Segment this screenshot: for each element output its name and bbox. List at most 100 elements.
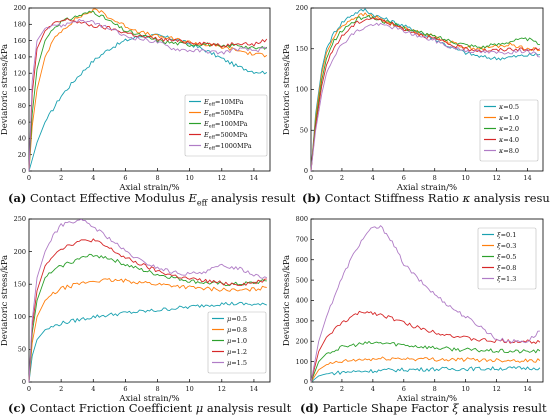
x-tick-label-d-3: 6: [402, 385, 406, 393]
legend-label-b-0: κ=0.5: [498, 103, 519, 111]
x-tick-label-a-6: 12: [218, 174, 226, 182]
y-axis-label-a: Deviatoric stress/kPa: [0, 44, 10, 135]
legend-label-c-4: μ=1.5: [227, 359, 247, 367]
chart-b: 0 2 4 6 8 10 12 14 0 50 100 150 200 Axial strain/% Dev…: [282, 4, 544, 193]
series-line-b-0: [310, 8, 541, 172]
legend-label-b-1: κ=1.0: [498, 114, 519, 122]
y-tick-label-d-2: 200: [296, 337, 308, 345]
series-line-a-3: [28, 17, 268, 172]
legend-label-a-3: Eeff=500MPa: [203, 131, 248, 141]
legend-label-a-4: Eeff=1000MPa: [203, 142, 252, 152]
series-line-c-2: [28, 253, 267, 383]
x-tick-label-a-0: 0: [27, 174, 31, 182]
series-line-a-4: [28, 18, 268, 172]
x-tick-label-a-2: 4: [91, 174, 95, 182]
caption-c: (c) Contact Friction Coefficient μ analy…: [8, 401, 291, 415]
legend-label-c-2: μ=1.0: [227, 337, 247, 345]
y-tick-label-c-0: 0: [22, 378, 26, 386]
y-tick-label-c-1: 50: [18, 346, 26, 354]
y-tick-label-b-2: 100: [296, 86, 308, 94]
x-tick-label-b-3: 6: [402, 174, 406, 182]
series-line-b-4: [310, 22, 540, 172]
legend-box-a: [184, 94, 268, 157]
caption-a-sym: E: [188, 191, 197, 205]
x-tick-label-c-7: 14: [250, 385, 258, 393]
x-tick-label-d-1: 2: [340, 385, 344, 393]
legend-label-b-2: κ=2.0: [498, 125, 519, 133]
y-tick-label-d-0: 0: [304, 378, 308, 386]
y-axis-label-b: Deviatoric stress/kPa: [282, 44, 292, 135]
y-tick-label-d-1: 100: [296, 358, 308, 366]
x-tick-label-b-7: 14: [523, 174, 531, 182]
x-tick-label-d-4: 8: [433, 385, 437, 393]
series-line-c-4: [28, 218, 267, 383]
legend-box-b: [479, 99, 539, 162]
x-tick-label-c-4: 8: [155, 385, 159, 393]
series-line-c-0: [28, 301, 267, 383]
x-tick-label-a-3: 6: [123, 174, 127, 182]
x-axis-label-c: Axial strain/%: [118, 394, 179, 404]
y-tick-label-b-4: 200: [296, 4, 308, 12]
x-tick-label-a-7: 14: [250, 174, 258, 182]
y-tick-label-b-0: 0: [304, 167, 308, 175]
x-tick-label-b-4: 8: [433, 174, 437, 182]
y-tick-label-d-8: 800: [296, 215, 308, 223]
caption-c-text: Contact Friction Coefficient: [29, 401, 196, 415]
x-tick-label-c-2: 4: [91, 385, 95, 393]
caption-d-tail: analysis result: [458, 401, 547, 415]
legend-label-a-1: Eeff=50MPa: [203, 109, 243, 119]
legend-label-b-4: κ=8.0: [498, 147, 519, 155]
chart-c: 0 2 4 6 8 10 12 14 0 50 100 150 200 250 Axial strain/%…: [0, 215, 271, 404]
caption-c-sym: μ: [195, 401, 204, 415]
x-tick-label-b-2: 4: [371, 174, 375, 182]
caption-d-text: Particle Shape Factor: [322, 401, 453, 415]
x-tick-label-d-0: 0: [309, 385, 313, 393]
series-line-c-3: [28, 238, 267, 383]
legend-label-c-3: μ=1.2: [227, 348, 247, 356]
caption-b-tag: (b): [302, 191, 321, 205]
y-tick-label-a-5: 100: [14, 86, 26, 94]
x-tick-label-c-6: 12: [218, 385, 226, 393]
legend-label-c-0: μ=0.5: [227, 315, 247, 323]
legend-label-a-2: Eeff=100MPa: [203, 120, 248, 130]
y-tick-label-c-3: 150: [14, 280, 26, 288]
y-tick-label-d-4: 400: [296, 297, 308, 305]
chart-d: 0 2 4 6 8 10 12 14 0 100 200 300 400 500 600 700 800 Axia…: [282, 215, 544, 404]
series-line-d-2: [310, 340, 541, 383]
legend-label-a-0: Eeff=10MPa: [203, 98, 243, 108]
series-line-d-1: [310, 356, 541, 383]
legend-label-d-1: ξ=0.3: [497, 242, 516, 250]
caption-a-sub: eff: [196, 198, 208, 208]
y-tick-label-a-0: 0: [22, 167, 26, 175]
y-tick-label-c-2: 100: [14, 313, 26, 321]
legend-box-d: [477, 227, 537, 290]
series-line-a-0: [28, 33, 268, 172]
y-axis-label-d: Deviatoric stress/kPa: [282, 255, 292, 346]
caption-d: (d) Particle Shape Factor ξ analysis res…: [300, 401, 547, 415]
y-tick-label-b-1: 50: [300, 126, 308, 134]
x-tick-label-c-0: 0: [27, 385, 31, 393]
legend-label-d-4: ξ=1.3: [497, 275, 516, 283]
x-tick-label-a-5: 10: [186, 174, 194, 182]
caption-c-tag: (c): [8, 401, 26, 415]
caption-b-sym: κ: [462, 191, 471, 205]
y-tick-label-d-5: 500: [296, 276, 308, 284]
chart-a: 0 2 4 6 8 10 12 14020406080100120140160180200Ax…: [0, 4, 271, 193]
x-tick-label-b-6: 12: [492, 174, 500, 182]
y-tick-label-a-6: 120: [14, 69, 26, 77]
y-tick-label-d-3: 300: [296, 317, 308, 325]
x-axis-label-b: Axial strain/%: [396, 183, 457, 193]
plot-frame-c: [28, 218, 271, 383]
x-axis-label-d: Axial strain/%: [396, 394, 457, 404]
legend-label-b-3: κ=4.0: [498, 136, 519, 144]
legend-box-c: [207, 311, 267, 374]
y-tick-label-d-6: 600: [296, 256, 308, 264]
caption-b-tail: analysis result: [470, 191, 550, 205]
x-tick-label-d-7: 14: [523, 385, 531, 393]
y-axis-label-c: Deviatoric stress/kPa: [0, 255, 10, 346]
x-tick-label-c-1: 2: [59, 385, 63, 393]
x-tick-label-b-5: 10: [462, 174, 470, 182]
legend-label-c-1: μ=0.8: [227, 326, 247, 334]
legend-label-d-2: ξ=0.5: [497, 253, 516, 261]
caption-d-tag: (d): [300, 401, 319, 415]
